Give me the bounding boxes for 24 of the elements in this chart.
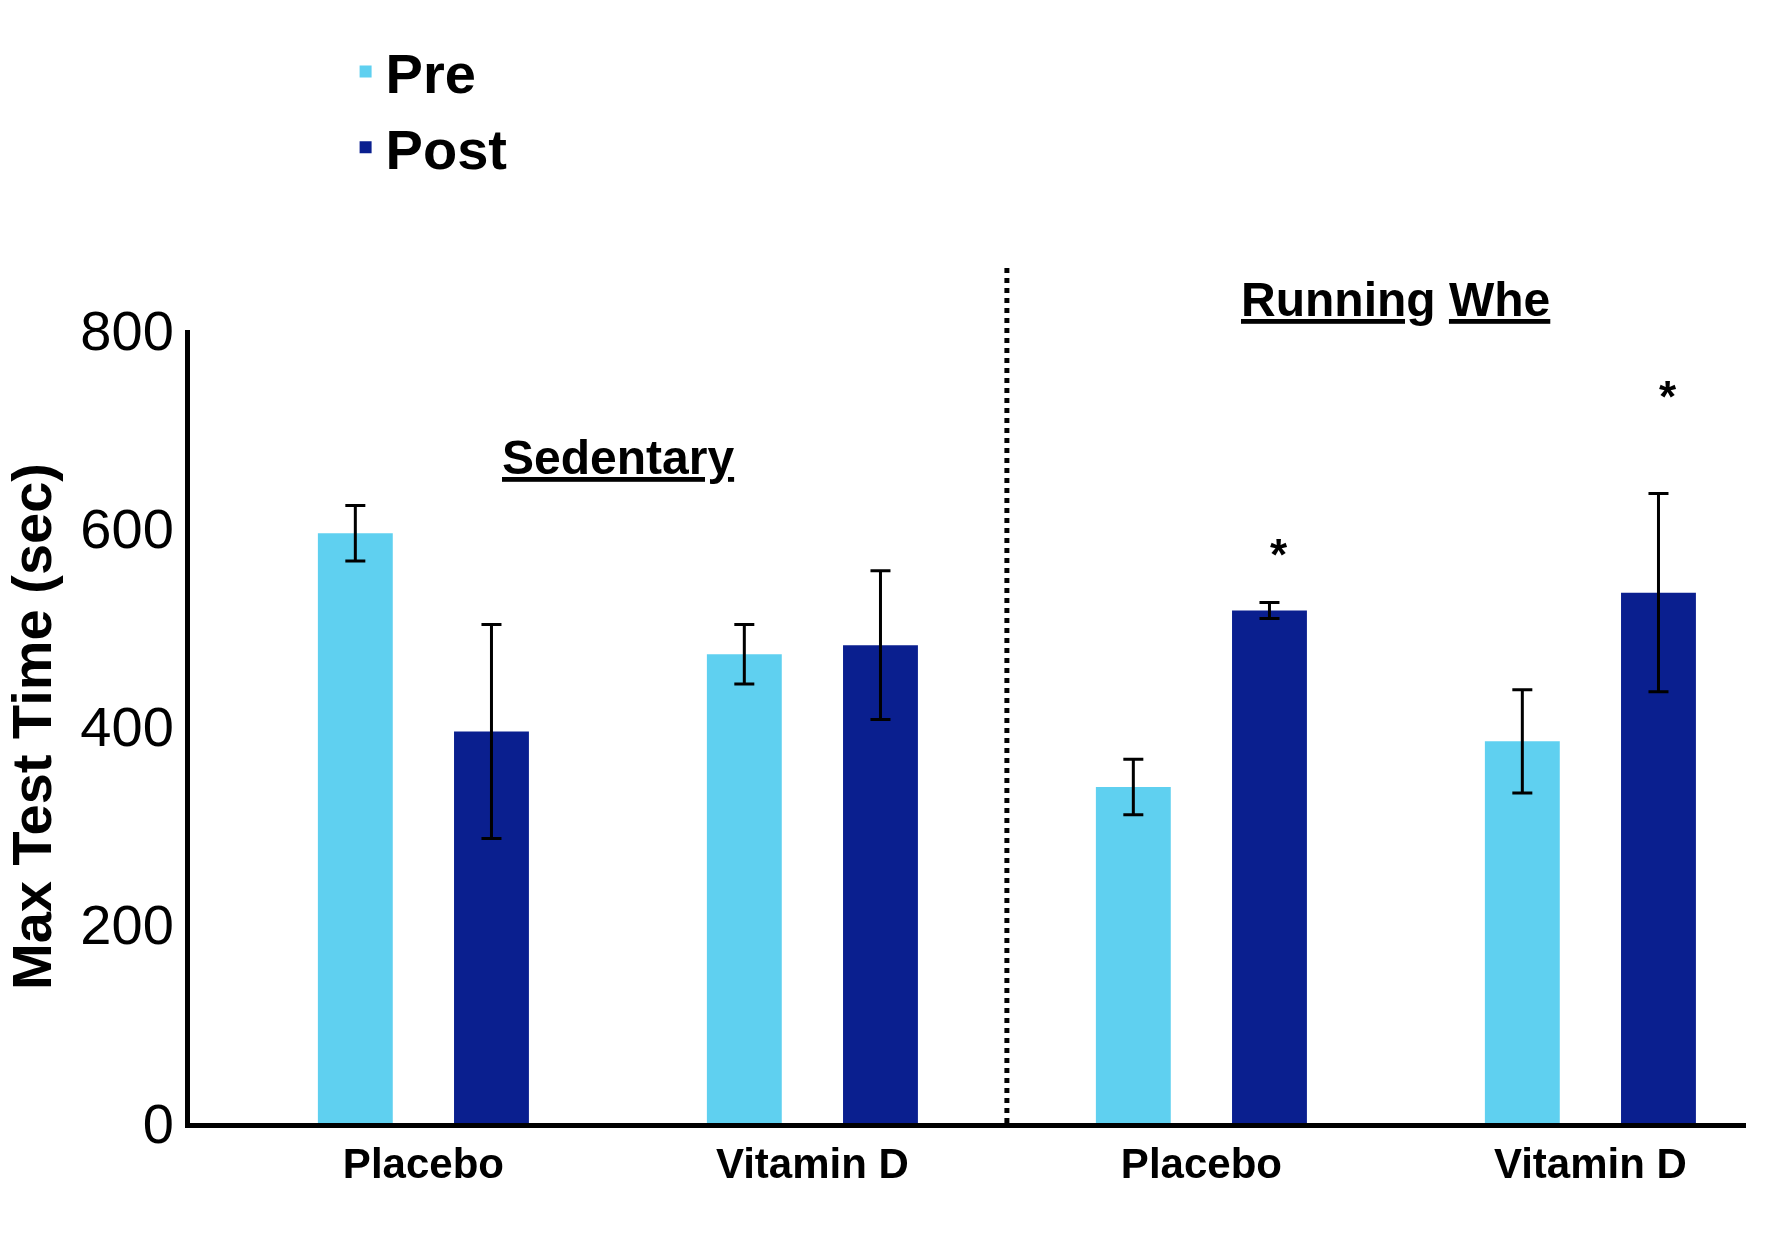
x-tick-label: Placebo xyxy=(342,1140,504,1188)
x-tick-label: Vitamin D xyxy=(1493,1140,1687,1188)
bar xyxy=(1095,786,1171,1123)
text: Running Whe xyxy=(1241,273,1551,326)
x-tick-label: Vitamin D xyxy=(715,1140,909,1188)
legend-label: Post xyxy=(385,118,507,182)
annotation: * xyxy=(1270,530,1288,579)
bar xyxy=(1484,741,1560,1123)
y-tick-label: 0 xyxy=(142,1091,174,1155)
bar xyxy=(454,731,529,1123)
annotation: Sedentary xyxy=(502,431,735,484)
x-tick-label: Placebo xyxy=(1120,1140,1282,1188)
bar xyxy=(843,645,918,1123)
bar xyxy=(706,654,782,1123)
y-tick-label: 400 xyxy=(80,695,174,759)
bar xyxy=(317,533,393,1123)
annotation: * xyxy=(1659,372,1677,421)
bar xyxy=(1232,610,1307,1123)
bar xyxy=(1621,592,1696,1123)
legend-label: Pre xyxy=(385,42,476,106)
y-tick-label: 200 xyxy=(80,893,174,957)
y-axis-title: Max Test Time (sec) xyxy=(0,462,63,991)
y-tick-label: 600 xyxy=(80,496,174,560)
y-tick-label: 800 xyxy=(80,298,174,362)
